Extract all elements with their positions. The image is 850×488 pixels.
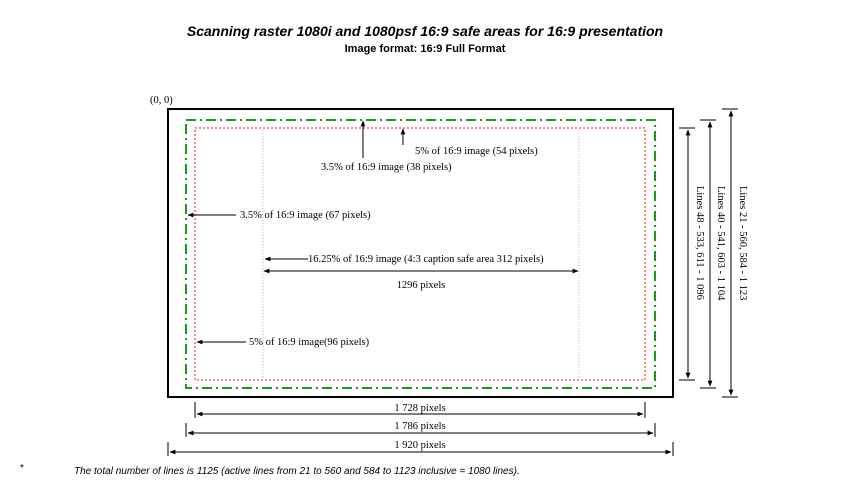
diagram-title: Scanning raster 1080i and 1080psf 16:9 s…	[186, 23, 664, 39]
action-safe-frame	[185, 119, 656, 389]
center-16-25pct-label: 16.25% of 16:9 image (4:3 caption safe a…	[308, 254, 544, 265]
diagram-subtitle: Image format: 16:9 Full Format	[344, 43, 506, 55]
dim-1786-label: 1 786 pixels	[394, 421, 445, 432]
footnote-mark: *	[20, 463, 24, 474]
top-5pct-label: 5% of 16:9 image (54 pixels)	[415, 146, 538, 157]
lines-48-label: Lines 48 - 533, 611 - 1 096	[694, 186, 705, 300]
origin-label: (0, 0)	[150, 95, 173, 106]
graphics-safe-frame	[194, 127, 646, 381]
left-3-5pct-label: 3.5% of 16:9 image (67 pixels)	[240, 210, 371, 221]
footnote-text: The total number of lines is 1125 (activ…	[74, 466, 520, 477]
dim-1920-label: 1 920 pixels	[394, 440, 445, 451]
left-5pct-label: 5% of 16:9 image(96 pixels)	[249, 337, 370, 348]
lines-40-label: Lines 40 - 541, 603 - 1 104	[715, 186, 726, 301]
dim-1728-label: 1 728 pixels	[394, 403, 445, 414]
lines-21-label: Lines 21 - 560, 584 - 1 123	[737, 186, 748, 300]
full-raster-frame	[167, 108, 674, 398]
top-3-5pct-label: 3.5% of 16:9 image (38 pixels)	[321, 162, 452, 173]
caption-width-label: 1296 pixels	[397, 280, 446, 291]
